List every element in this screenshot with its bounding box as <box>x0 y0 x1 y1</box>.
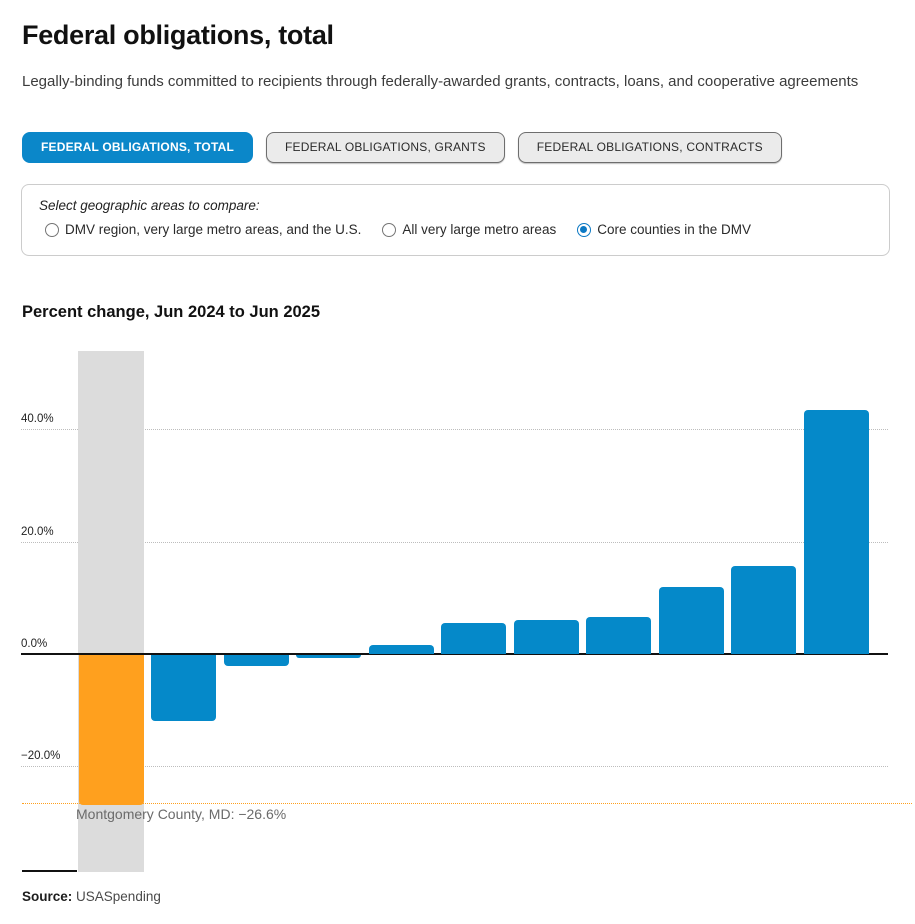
bar[interactable] <box>296 655 362 658</box>
geo-selector-panel: Select geographic areas to compare: DMV … <box>21 184 890 256</box>
tab-federal-obligations-grants[interactable]: FEDERAL OBLIGATIONS, GRANTS <box>265 132 505 163</box>
bar[interactable] <box>658 586 724 654</box>
y-axis-tick-label: 40.0% <box>21 413 57 426</box>
bar[interactable] <box>586 616 652 654</box>
radio-option-core-counties-dmv[interactable]: Core counties in the DMV <box>577 222 751 237</box>
bar[interactable] <box>804 409 869 655</box>
reference-line <box>22 803 912 805</box>
bar[interactable] <box>368 645 434 654</box>
y-axis-tick-label: 20.0% <box>21 525 57 538</box>
bar[interactable] <box>513 620 579 654</box>
gridline <box>21 541 888 543</box>
radio-icon[interactable] <box>577 222 592 237</box>
geo-selector-label: Select geographic areas to compare: <box>39 198 260 213</box>
radio-label: All very large metro areas <box>402 222 557 237</box>
tab-federal-obligations-contracts[interactable]: FEDERAL OBLIGATIONS, CONTRACTS <box>517 132 782 163</box>
bar[interactable] <box>151 655 217 721</box>
metric-tabs: FEDERAL OBLIGATIONS, TOTAL FEDERAL OBLIG… <box>22 132 782 163</box>
geo-radio-group: DMV region, very large metro areas, and … <box>45 222 751 237</box>
bar-highlighted[interactable] <box>78 655 144 805</box>
radio-icon[interactable] <box>45 222 59 237</box>
page-subtitle: Legally-binding funds committed to recip… <box>22 73 859 90</box>
bottom-axis-segment <box>22 870 77 872</box>
radio-option-all-very-large-metros[interactable]: All very large metro areas <box>382 222 556 237</box>
page-title: Federal obligations, total <box>22 20 334 50</box>
source-note: Source: USASpending <box>22 889 161 904</box>
bar[interactable] <box>441 623 507 654</box>
radio-label: Core counties in the DMV <box>597 222 752 237</box>
radio-icon[interactable] <box>382 222 397 237</box>
chart-title: Percent change, Jun 2024 to Jun 2025 <box>22 303 321 321</box>
y-axis-tick-label: 0.0% <box>21 638 51 650</box>
source-label: Source: <box>22 889 73 904</box>
highlight-annotation: Montgomery County, MD: −26.6% <box>76 806 287 823</box>
source-value: USASpending <box>76 889 161 904</box>
tab-federal-obligations-total[interactable]: FEDERAL OBLIGATIONS, TOTAL <box>22 132 253 163</box>
y-axis-tick-label: −20.0% <box>21 750 64 763</box>
bar[interactable] <box>223 655 289 667</box>
gridline <box>21 766 888 768</box>
gridline <box>21 429 888 431</box>
radio-option-dmv-region-metros-us[interactable]: DMV region, very large metro areas, and … <box>45 222 361 237</box>
bar[interactable] <box>731 565 797 654</box>
radio-label: DMV region, very large metro areas, and … <box>65 222 362 237</box>
